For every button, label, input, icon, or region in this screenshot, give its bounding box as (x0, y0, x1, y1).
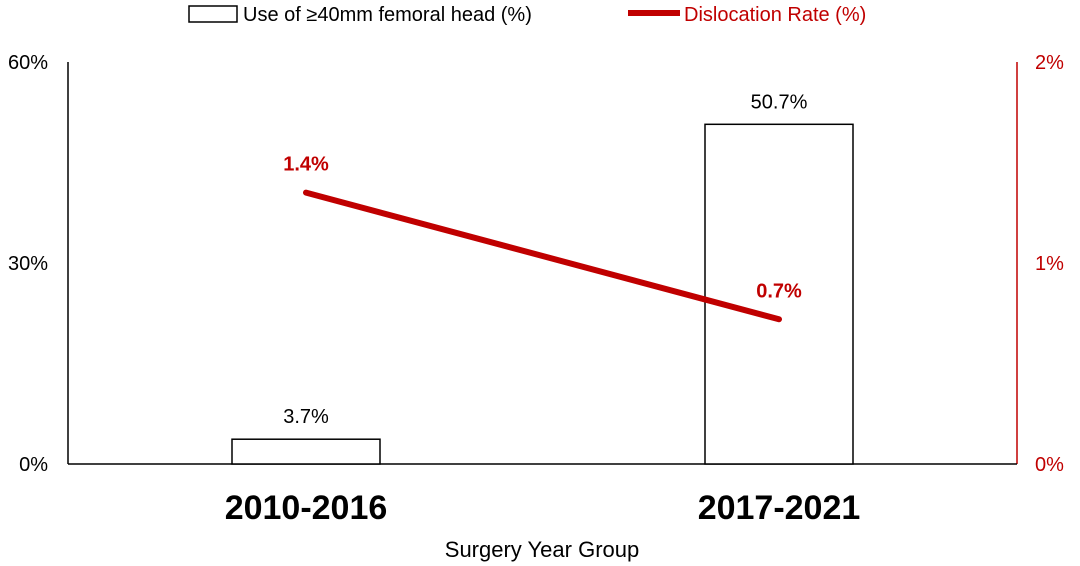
bar-2017-2021 (704, 123, 854, 465)
x-axis-title: Surgery Year Group (445, 537, 639, 562)
left-tick-label: 0% (19, 454, 48, 476)
legend: Use of ≥40mm femoral head (%) Dislocatio… (188, 4, 866, 26)
right-tick-label: 0% (1035, 454, 1064, 476)
left-tick-label: 30% (8, 253, 48, 275)
right-tick-label: 1% (1035, 253, 1064, 275)
left-tick-label: 60% (8, 52, 48, 74)
line-value-label: 0.7% (756, 280, 802, 302)
dislocation-rate-line (303, 189, 782, 323)
right-tick-label: 2% (1035, 52, 1064, 74)
category-label: 2010-2016 (225, 489, 388, 527)
bar-value-label: 3.7% (283, 406, 329, 428)
legend-bar-swatch (188, 5, 238, 23)
legend-line-label: Dislocation Rate (%) (684, 4, 866, 26)
category-label: 2017-2021 (698, 489, 861, 527)
bar-value-label: 50.7% (751, 91, 808, 113)
line-value-label: 1.4% (283, 154, 329, 176)
legend-bar-label: Use of ≥40mm femoral head (%) (243, 4, 532, 26)
bar-2010-2016 (231, 438, 381, 465)
